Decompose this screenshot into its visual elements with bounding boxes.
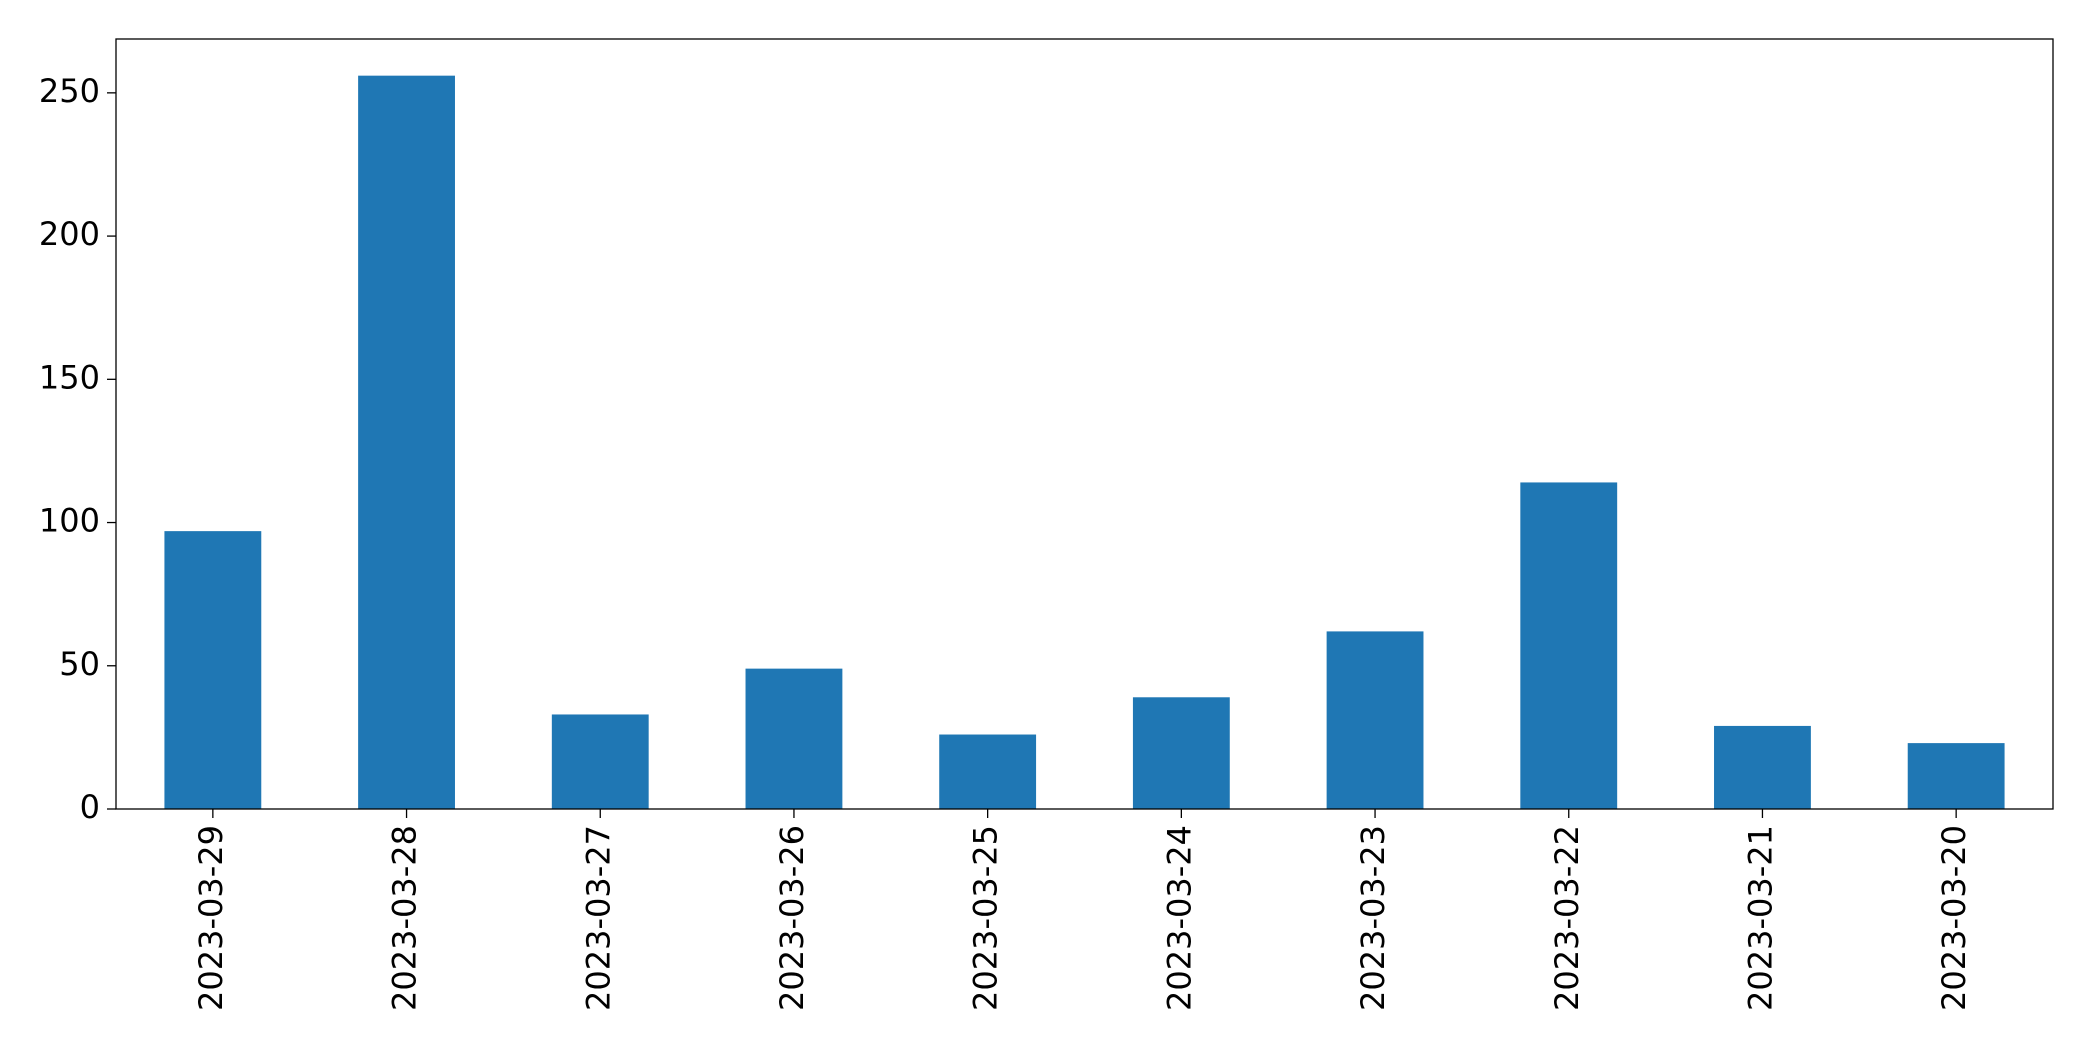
y-tick-label: 0 xyxy=(80,788,100,826)
x-tick-label: 2023-03-20 xyxy=(1935,825,1973,1011)
bar xyxy=(1326,631,1424,809)
bar xyxy=(1520,482,1618,809)
bar xyxy=(1907,743,2005,809)
x-tick-label: 2023-03-29 xyxy=(192,825,230,1011)
bar xyxy=(164,531,262,809)
bar xyxy=(1714,725,1811,809)
bar xyxy=(551,714,649,809)
y-tick-label: 250 xyxy=(39,72,100,110)
x-tick-label: 2023-03-27 xyxy=(579,825,617,1011)
bar xyxy=(358,75,455,809)
y-tick-label: 50 xyxy=(59,645,100,683)
y-tick-label: 200 xyxy=(39,215,100,253)
bar xyxy=(939,734,1037,809)
plot-frame xyxy=(115,38,2054,810)
bar xyxy=(1132,697,1230,809)
y-tick-label: 100 xyxy=(39,502,100,540)
bar xyxy=(745,668,843,809)
y-tick-label: 150 xyxy=(39,358,100,396)
x-tick-label: 2023-03-24 xyxy=(1160,825,1198,1011)
x-tick-label: 2023-03-23 xyxy=(1354,825,1392,1011)
x-tick-label: 2023-03-25 xyxy=(967,825,1005,1011)
x-tick-label: 2023-03-22 xyxy=(1548,825,1586,1011)
x-tick-label: 2023-03-28 xyxy=(386,825,424,1011)
x-tick-label: 2023-03-21 xyxy=(1741,825,1779,1011)
x-tick-label: 2023-03-26 xyxy=(773,825,811,1011)
